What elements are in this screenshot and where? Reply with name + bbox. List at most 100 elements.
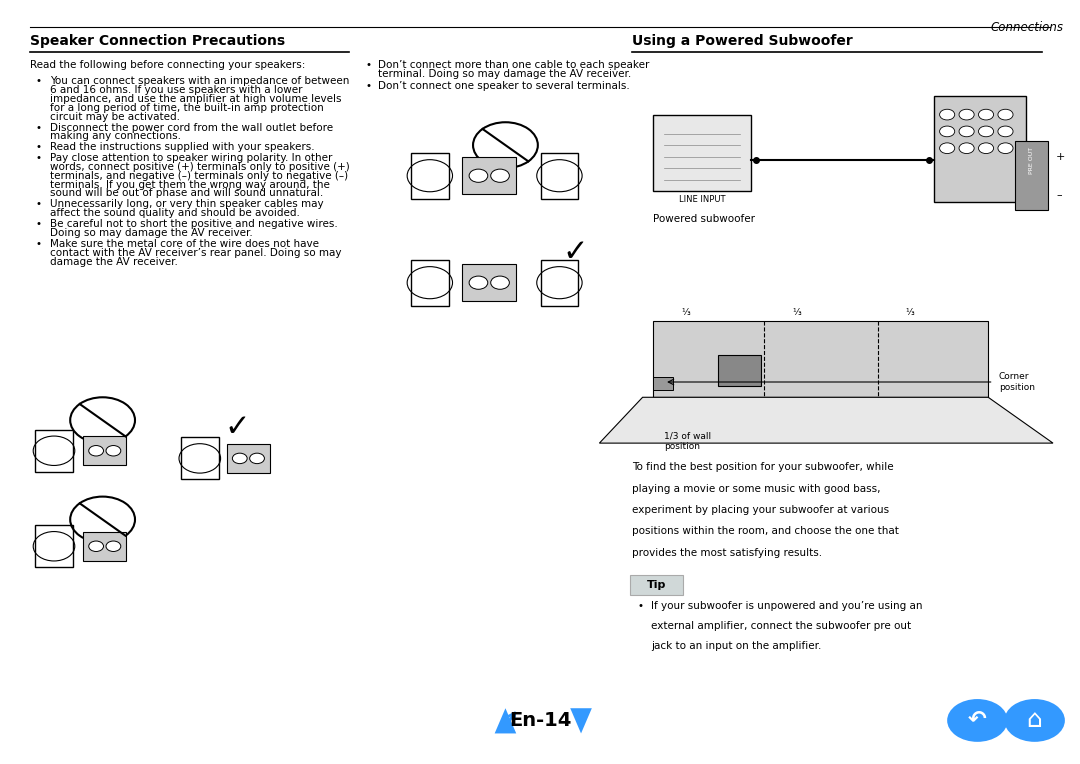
Text: impedance, and use the amplifier at high volume levels: impedance, and use the amplifier at high… bbox=[50, 94, 341, 104]
Text: •: • bbox=[36, 142, 42, 152]
Text: Don’t connect one speaker to several terminals.: Don’t connect one speaker to several ter… bbox=[378, 81, 630, 91]
Text: ⅓: ⅓ bbox=[681, 308, 690, 317]
Text: Corner
position: Corner position bbox=[999, 372, 1035, 392]
Text: Connections: Connections bbox=[990, 21, 1064, 34]
FancyBboxPatch shape bbox=[630, 575, 683, 595]
Circle shape bbox=[106, 541, 121, 552]
Text: Tip: Tip bbox=[647, 580, 665, 591]
Circle shape bbox=[940, 126, 955, 137]
Text: making any connections.: making any connections. bbox=[50, 131, 180, 141]
Text: •: • bbox=[36, 199, 42, 209]
Bar bbox=[35, 430, 73, 472]
Text: jack to an input on the amplifier.: jack to an input on the amplifier. bbox=[651, 641, 822, 651]
Polygon shape bbox=[495, 708, 516, 733]
Bar bbox=[35, 526, 73, 567]
Circle shape bbox=[998, 109, 1013, 120]
Bar bbox=[83, 436, 126, 465]
Circle shape bbox=[106, 445, 121, 456]
Text: terminals. If you get them the wrong way around, the: terminals. If you get them the wrong way… bbox=[50, 180, 329, 189]
Text: external amplifier, connect the subwoofer pre out: external amplifier, connect the subwoofe… bbox=[651, 621, 912, 631]
Text: •: • bbox=[365, 60, 372, 70]
Circle shape bbox=[978, 109, 994, 120]
Text: Don’t connect more than one cable to each speaker: Don’t connect more than one cable to eac… bbox=[378, 60, 649, 70]
Bar bbox=[227, 444, 270, 473]
Bar bbox=[541, 260, 579, 306]
Circle shape bbox=[978, 126, 994, 137]
Text: positions within the room, and choose the one that: positions within the room, and choose th… bbox=[632, 526, 899, 536]
Text: Read the following before connecting your speakers:: Read the following before connecting you… bbox=[30, 60, 306, 70]
Text: Powered subwoofer: Powered subwoofer bbox=[653, 214, 755, 224]
Circle shape bbox=[998, 143, 1013, 154]
Text: Doing so may damage the AV receiver.: Doing so may damage the AV receiver. bbox=[50, 228, 253, 238]
Text: •: • bbox=[637, 601, 644, 611]
Text: 6 and 16 ohms. If you use speakers with a lower: 6 and 16 ohms. If you use speakers with … bbox=[50, 86, 302, 96]
Text: playing a movie or some music with good bass,: playing a movie or some music with good … bbox=[632, 484, 880, 494]
Text: •: • bbox=[365, 81, 372, 91]
Circle shape bbox=[959, 126, 974, 137]
Text: sound will be out of phase and will sound unnatural.: sound will be out of phase and will soun… bbox=[50, 189, 323, 199]
Circle shape bbox=[469, 276, 488, 290]
Text: If your subwoofer is unpowered and you’re using an: If your subwoofer is unpowered and you’r… bbox=[651, 601, 922, 611]
Text: for a long period of time, the built-in amp protection: for a long period of time, the built-in … bbox=[50, 102, 323, 113]
Text: Disconnect the power cord from the wall outlet before: Disconnect the power cord from the wall … bbox=[50, 122, 333, 132]
Circle shape bbox=[490, 169, 510, 183]
Bar bbox=[180, 438, 218, 480]
Circle shape bbox=[940, 109, 955, 120]
Text: Make sure the metal core of the wire does not have: Make sure the metal core of the wire doe… bbox=[50, 239, 319, 249]
Bar bbox=[653, 377, 673, 390]
Text: terminal. Doing so may damage the AV receiver.: terminal. Doing so may damage the AV rec… bbox=[378, 70, 631, 79]
Text: affect the sound quality and should be avoided.: affect the sound quality and should be a… bbox=[50, 208, 299, 219]
Text: Speaker Connection Precautions: Speaker Connection Precautions bbox=[30, 34, 285, 48]
Polygon shape bbox=[570, 708, 592, 733]
Circle shape bbox=[89, 445, 104, 456]
Bar bbox=[83, 532, 126, 561]
Text: LINE INPUT: LINE INPUT bbox=[678, 195, 726, 204]
Circle shape bbox=[232, 453, 247, 464]
Text: provides the most satisfying results.: provides the most satisfying results. bbox=[632, 548, 822, 558]
Bar bbox=[541, 153, 579, 199]
Polygon shape bbox=[599, 397, 1053, 443]
Text: +: + bbox=[1056, 151, 1066, 162]
Text: •: • bbox=[36, 219, 42, 229]
Text: Be careful not to short the positive and negative wires.: Be careful not to short the positive and… bbox=[50, 219, 337, 229]
Bar bbox=[410, 260, 449, 306]
Text: Unnecessarily long, or very thin speaker cables may: Unnecessarily long, or very thin speaker… bbox=[50, 199, 323, 209]
Text: •: • bbox=[36, 154, 42, 163]
Text: Read the instructions supplied with your speakers.: Read the instructions supplied with your… bbox=[50, 142, 314, 152]
Circle shape bbox=[1004, 699, 1065, 742]
Text: ⅓: ⅓ bbox=[792, 308, 800, 317]
Polygon shape bbox=[653, 321, 988, 397]
Bar bbox=[462, 157, 516, 194]
Circle shape bbox=[947, 699, 1008, 742]
Bar bbox=[462, 264, 516, 301]
Circle shape bbox=[978, 143, 994, 154]
Circle shape bbox=[998, 126, 1013, 137]
Text: damage the AV receiver.: damage the AV receiver. bbox=[50, 257, 177, 267]
Circle shape bbox=[959, 143, 974, 154]
Text: words, connect positive (+) terminals only to positive (+): words, connect positive (+) terminals on… bbox=[50, 162, 350, 172]
Circle shape bbox=[490, 276, 510, 290]
Text: 1/3 of wall
position: 1/3 of wall position bbox=[664, 432, 712, 451]
Text: Using a Powered Subwoofer: Using a Powered Subwoofer bbox=[632, 34, 852, 48]
Circle shape bbox=[959, 109, 974, 120]
Text: ⅓: ⅓ bbox=[906, 308, 915, 317]
Text: •: • bbox=[36, 239, 42, 249]
Text: ✓: ✓ bbox=[225, 413, 251, 442]
Bar bbox=[410, 153, 449, 199]
Text: ⌂: ⌂ bbox=[1027, 707, 1042, 732]
Text: PRE OUT: PRE OUT bbox=[1029, 147, 1034, 174]
Text: You can connect speakers with an impedance of between: You can connect speakers with an impedan… bbox=[50, 76, 349, 86]
Text: ✓: ✓ bbox=[563, 238, 589, 267]
Circle shape bbox=[249, 453, 265, 464]
Text: En-14: En-14 bbox=[509, 711, 571, 730]
Text: ↶: ↶ bbox=[968, 709, 987, 729]
Circle shape bbox=[89, 541, 104, 552]
Circle shape bbox=[940, 143, 955, 154]
Bar bbox=[718, 355, 761, 386]
Text: circuit may be activated.: circuit may be activated. bbox=[50, 112, 179, 121]
Text: contact with the AV receiver’s rear panel. Doing so may: contact with the AV receiver’s rear pane… bbox=[50, 248, 341, 257]
Text: •: • bbox=[36, 76, 42, 86]
Text: –: – bbox=[1056, 189, 1062, 200]
Bar bbox=[1015, 141, 1048, 210]
Bar bbox=[934, 96, 1026, 202]
